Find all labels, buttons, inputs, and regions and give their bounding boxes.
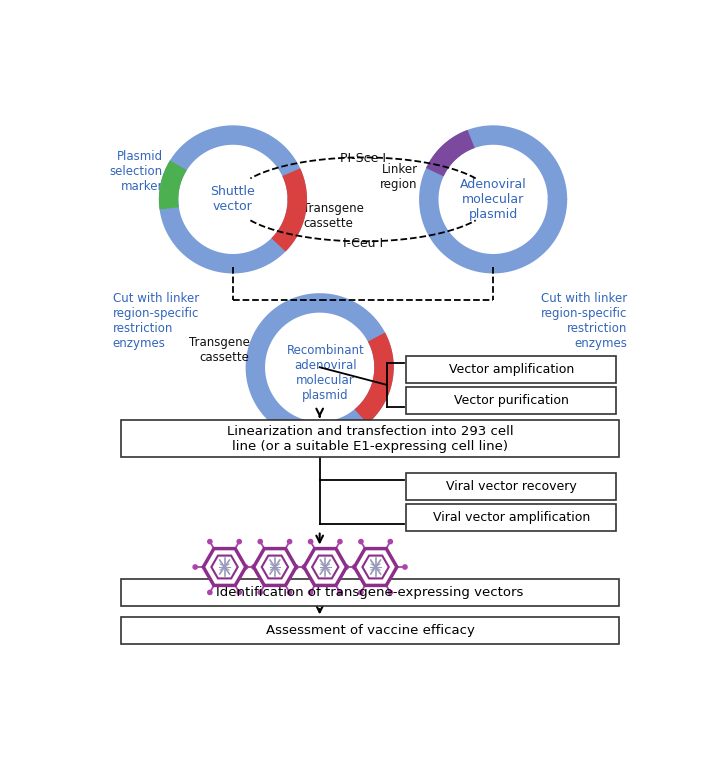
Circle shape	[252, 565, 256, 569]
Circle shape	[338, 539, 342, 544]
Polygon shape	[204, 548, 245, 585]
Circle shape	[308, 539, 313, 544]
Circle shape	[344, 565, 349, 569]
Polygon shape	[261, 555, 288, 578]
Polygon shape	[362, 555, 389, 578]
Circle shape	[287, 591, 292, 594]
Text: Cut with linker
region-specific
restriction
enzymes: Cut with linker region-specific restrict…	[113, 292, 199, 350]
FancyBboxPatch shape	[406, 356, 617, 383]
Circle shape	[308, 591, 313, 594]
Circle shape	[258, 591, 262, 594]
FancyBboxPatch shape	[406, 504, 617, 531]
Circle shape	[352, 565, 357, 569]
Polygon shape	[355, 548, 397, 585]
Circle shape	[338, 591, 342, 594]
Text: Viral vector recovery: Viral vector recovery	[446, 480, 577, 493]
FancyBboxPatch shape	[406, 473, 617, 500]
FancyBboxPatch shape	[121, 617, 619, 644]
Text: Identification of transgene-expressing vectors: Identification of transgene-expressing v…	[217, 586, 523, 599]
Circle shape	[243, 565, 248, 569]
Polygon shape	[312, 555, 339, 578]
Text: Linker
region: Linker region	[380, 163, 417, 191]
Circle shape	[388, 591, 393, 594]
Circle shape	[237, 539, 241, 544]
Circle shape	[302, 565, 306, 569]
Polygon shape	[304, 548, 347, 585]
Circle shape	[258, 539, 262, 544]
Text: Viral vector amplification: Viral vector amplification	[432, 511, 590, 524]
Text: Cut with linker
region-specific
restriction
enzymes: Cut with linker region-specific restrict…	[541, 292, 627, 350]
Circle shape	[208, 539, 212, 544]
Text: Assessment of vaccine efficacy: Assessment of vaccine efficacy	[266, 624, 474, 637]
Circle shape	[193, 565, 197, 569]
Circle shape	[359, 591, 363, 594]
Text: Linearization and transfection into 293 cell
line (or a suitable E1-expressing c: Linearization and transfection into 293 …	[227, 424, 513, 453]
Circle shape	[287, 539, 292, 544]
Circle shape	[237, 591, 241, 594]
Text: Plasmid
selection
marker: Plasmid selection marker	[110, 150, 163, 193]
Text: Vector amplification: Vector amplification	[448, 363, 574, 376]
Circle shape	[294, 565, 298, 569]
Polygon shape	[212, 555, 238, 578]
Text: I-Ceu I: I-Ceu I	[343, 237, 383, 250]
Circle shape	[359, 539, 363, 544]
Text: Recombinant
adenoviral
molecular
plasmid: Recombinant adenoviral molecular plasmid	[287, 344, 364, 402]
Text: Transgene
cassette: Transgene cassette	[303, 202, 364, 230]
Text: Transgene
cassette: Transgene cassette	[189, 336, 250, 365]
FancyBboxPatch shape	[406, 387, 617, 414]
Text: Adenoviral
molecular
plasmid: Adenoviral molecular plasmid	[460, 178, 526, 221]
Circle shape	[403, 565, 407, 569]
Text: Shuttle
vector: Shuttle vector	[211, 185, 256, 214]
FancyBboxPatch shape	[121, 579, 619, 606]
Circle shape	[388, 539, 393, 544]
FancyBboxPatch shape	[121, 421, 619, 457]
Text: Vector purification: Vector purification	[454, 394, 569, 407]
Text: PI-Sce I: PI-Sce I	[340, 152, 386, 165]
Circle shape	[208, 591, 212, 594]
Polygon shape	[253, 548, 296, 585]
